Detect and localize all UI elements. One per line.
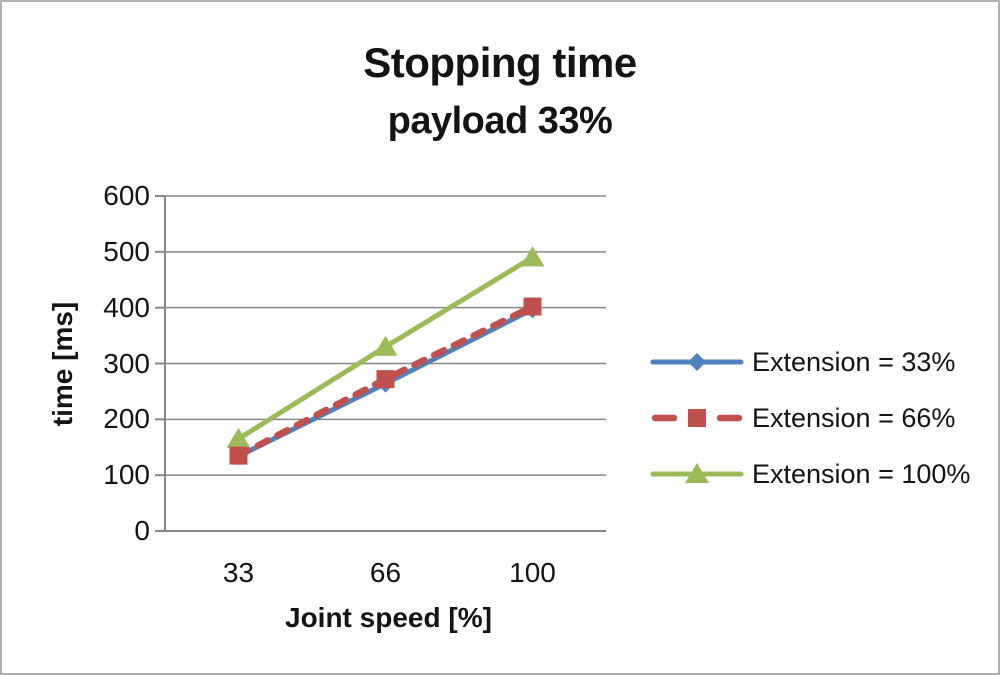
- chart-title: Stopping time: [363, 39, 637, 86]
- legend-label: Extension = 100%: [752, 458, 971, 489]
- x-tick-label: 33: [222, 557, 255, 588]
- diamond-marker-icon: [688, 353, 706, 371]
- x-tick-label: 66: [369, 557, 402, 588]
- square-marker: [376, 370, 395, 389]
- legend-item: Extension = 66%: [650, 398, 955, 438]
- triangle-marker: [373, 335, 398, 356]
- x-axis-title: Joint speed [%]: [285, 602, 492, 633]
- legend-label: Extension = 33%: [752, 346, 956, 377]
- legend-item: Extension = 100%: [650, 454, 970, 494]
- square-marker: [523, 297, 542, 316]
- legend-swatch: [651, 409, 743, 427]
- y-tick-label: 600: [103, 180, 150, 211]
- y-tick-label: 100: [103, 459, 150, 491]
- legend-swatch: [650, 353, 744, 371]
- triangle-marker-icon: [685, 463, 709, 483]
- y-tick-label: 400: [103, 291, 150, 323]
- y-tick-label: 200: [103, 403, 150, 435]
- y-tick-label: 300: [103, 347, 150, 379]
- legend-label: Extension = 66%: [752, 402, 956, 433]
- triangle-marker: [520, 246, 545, 267]
- x-tick-label: 100: [509, 557, 556, 588]
- triangle-marker: [226, 427, 251, 448]
- y-tick-label: 0: [134, 515, 150, 546]
- square-marker: [229, 446, 248, 465]
- legend-item: Extension = 33%: [650, 342, 955, 382]
- square-marker-icon: [688, 409, 706, 427]
- y-tick-label: 500: [103, 235, 150, 267]
- legend-swatch: [650, 463, 744, 483]
- chart-subtitle: payload 33%: [387, 100, 613, 142]
